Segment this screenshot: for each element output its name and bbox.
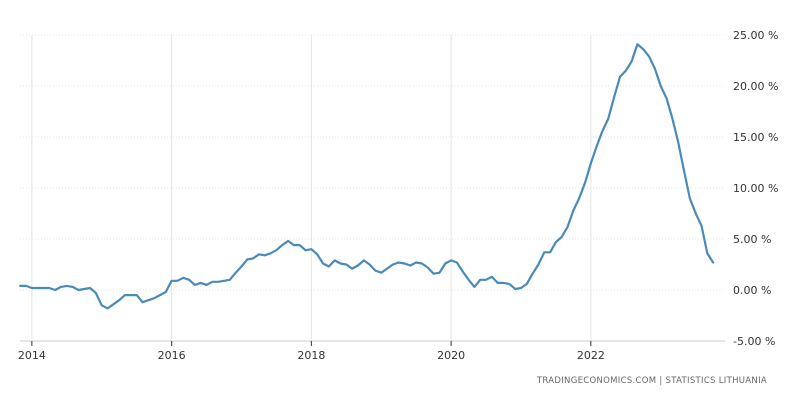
y-tick-label: 15.00 % (733, 131, 778, 144)
grid-lines (20, 34, 725, 342)
y-tick-label: 0.00 % (733, 284, 771, 297)
series-layer (19, 43, 715, 310)
x-tick-label: 2014 (18, 349, 46, 362)
y-axis-ticks: 25.00 % 20.00 % 15.00 % 10.00 % 5.00 % 0.00 %… (733, 29, 778, 348)
x-tick-label: 2020 (437, 349, 465, 362)
x-tick-label: 2016 (158, 349, 186, 362)
y-tick-label: 20.00 % (733, 80, 778, 93)
y-tick-label: 5.00 % (733, 233, 771, 246)
y-tick-label: -5.00 % (733, 335, 775, 348)
series-line-0 (19, 43, 715, 310)
x-axis-ticks: 2014 2016 2018 2020 2022 (18, 341, 605, 362)
y-tick-label: 10.00 % (733, 182, 778, 195)
y-tick-label: 25.00 % (733, 29, 778, 42)
x-tick-label: 2018 (297, 349, 325, 362)
x-tick-label: 2022 (577, 349, 605, 362)
source-attribution: TRADINGECONOMICS.COM | STATISTICS LITHUA… (536, 376, 767, 386)
